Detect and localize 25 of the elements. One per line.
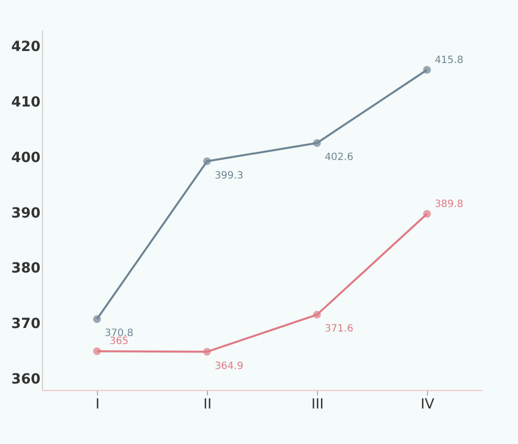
y-tick-label: 400: [11, 150, 41, 166]
data-label: 415.8: [434, 54, 464, 66]
point: [203, 348, 211, 356]
point: [313, 139, 321, 147]
x-tick-label: III: [311, 396, 324, 412]
point: [203, 157, 211, 166]
point: [93, 347, 101, 356]
y-tick-label: 410: [11, 94, 41, 110]
data-label: 402.6: [324, 152, 354, 163]
data-label: 371.6: [324, 324, 354, 335]
data-label: 364.9: [214, 360, 244, 372]
x-tick-label: II: [203, 396, 212, 412]
y-tick-label: 360: [11, 371, 41, 388]
point: [313, 310, 321, 319]
y-tick-label: 380: [11, 260, 41, 277]
y-tick-label: 420: [11, 39, 41, 56]
point: [423, 210, 431, 218]
x-tick-label: IV: [420, 396, 435, 412]
point: [93, 315, 101, 323]
data-label: 399.3: [214, 170, 244, 182]
point: [423, 66, 431, 74]
data-label: 389.8: [434, 198, 464, 210]
y-tick-label: 390: [11, 205, 41, 222]
y-tick-label: 370: [11, 316, 41, 332]
x-tick-label: I: [95, 396, 100, 412]
